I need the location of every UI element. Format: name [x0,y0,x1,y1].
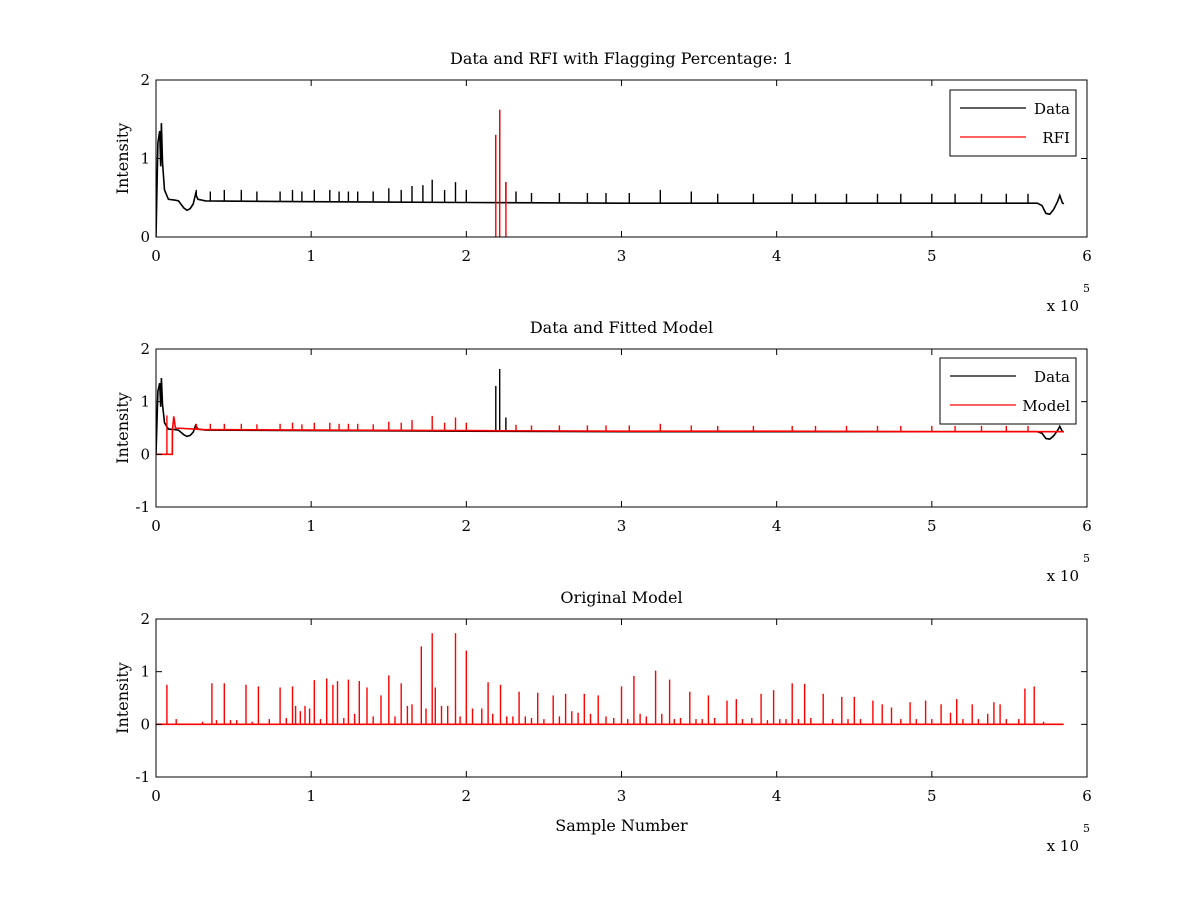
panel-1-x-multiplier-base: x 10 [1047,297,1079,315]
panel-1-ytick-label: 2 [140,71,150,89]
panel-2-xtick-label: 1 [306,517,316,535]
panel-1-series-group [156,109,1065,237]
panel-3-ytick-label: 0 [140,715,150,733]
panel-data-and-rfi: 0 1 2 3 4 5 6 0 1 2 Data and RFI with Flagging Per… [113,49,1092,315]
panel-3-ytick-label: 2 [140,610,150,628]
panel-3-xlabel: Sample Number [555,816,688,835]
panel-3-title: Original Model [560,588,682,607]
panel-1-data-line [156,123,1065,237]
panel-1-xtick-label: 5 [927,247,937,265]
panel-3-x-multiplier-base: x 10 [1047,837,1079,855]
panel-1-ylabel: Intensity [113,123,132,195]
panel-1-legend: Data RFI [949,89,1077,157]
panel-2-xtick-label: 2 [462,517,472,535]
panel-1-ytick-label: 0 [140,228,150,246]
panel-1-xtick-label: 2 [462,247,472,265]
panel-2-legend-label-data: Data [1034,368,1070,386]
panel-3-xtick-label: 3 [617,787,627,805]
panel-3-xtick-label: 0 [151,787,161,805]
panel-3-series-group [156,633,1064,726]
panel-3-ytick-label: -1 [135,768,150,786]
panel-1-title: Data and RFI with Flagging Percentage: 1 [450,49,793,68]
panel-3-ytick-label: 1 [140,663,150,681]
panel-2-ytick-label: 2 [140,340,150,358]
panel-3-xtick-label: 4 [772,787,782,805]
panel-1-legend-label-rfi: RFI [1042,129,1070,147]
panel-1-xtick-label: 3 [617,247,627,265]
panel-1-x-multiplier-exponent: 5 [1083,282,1090,295]
panel-1-legend-box [949,89,1077,157]
panel-1-xtick-label: 4 [772,247,782,265]
panel-3-xtick-label: 2 [462,787,472,805]
panel-2-ytick-label: -1 [135,498,150,516]
panel-2-legend: Data Model [939,357,1077,425]
panel-2-title: Data and Fitted Model [530,318,713,337]
panel-2-xtick-label: 4 [772,517,782,535]
panel-3-x-multiplier-exponent: 5 [1083,822,1090,835]
panel-3-ylabel: Intensity [113,662,132,734]
panel-1-legend-label-data: Data [1034,100,1070,118]
panel-2-legend-label-model: Model [1022,397,1070,415]
panel-3-xtick-label: 5 [927,787,937,805]
panel-2-xtick-label: 6 [1082,517,1092,535]
panel-2-xtick-label: 5 [927,517,937,535]
panel-2-ytick-label: 0 [140,445,150,463]
panel-2-series-group [156,369,1065,456]
panel-2-ylabel: Intensity [113,392,132,464]
panel-2-x-multiplier-base: x 10 [1047,567,1079,585]
panel-2-x-multiplier-exponent: 5 [1083,552,1090,565]
panel-2-legend-box [939,357,1077,425]
panel-2-xtick-label: 0 [151,517,161,535]
panel-1-xtick-label: 1 [306,247,316,265]
panel-3-xtick-label: 1 [306,787,316,805]
panel-3-xtick-label: 6 [1082,787,1092,805]
panel-1-xtick-label: 6 [1082,247,1092,265]
panel-2-ytick-label: 1 [140,393,150,411]
panel-1-ytick-label: 1 [140,150,150,168]
panel-2-xtick-label: 3 [617,517,627,535]
panel-1-xtick-label: 0 [151,247,161,265]
